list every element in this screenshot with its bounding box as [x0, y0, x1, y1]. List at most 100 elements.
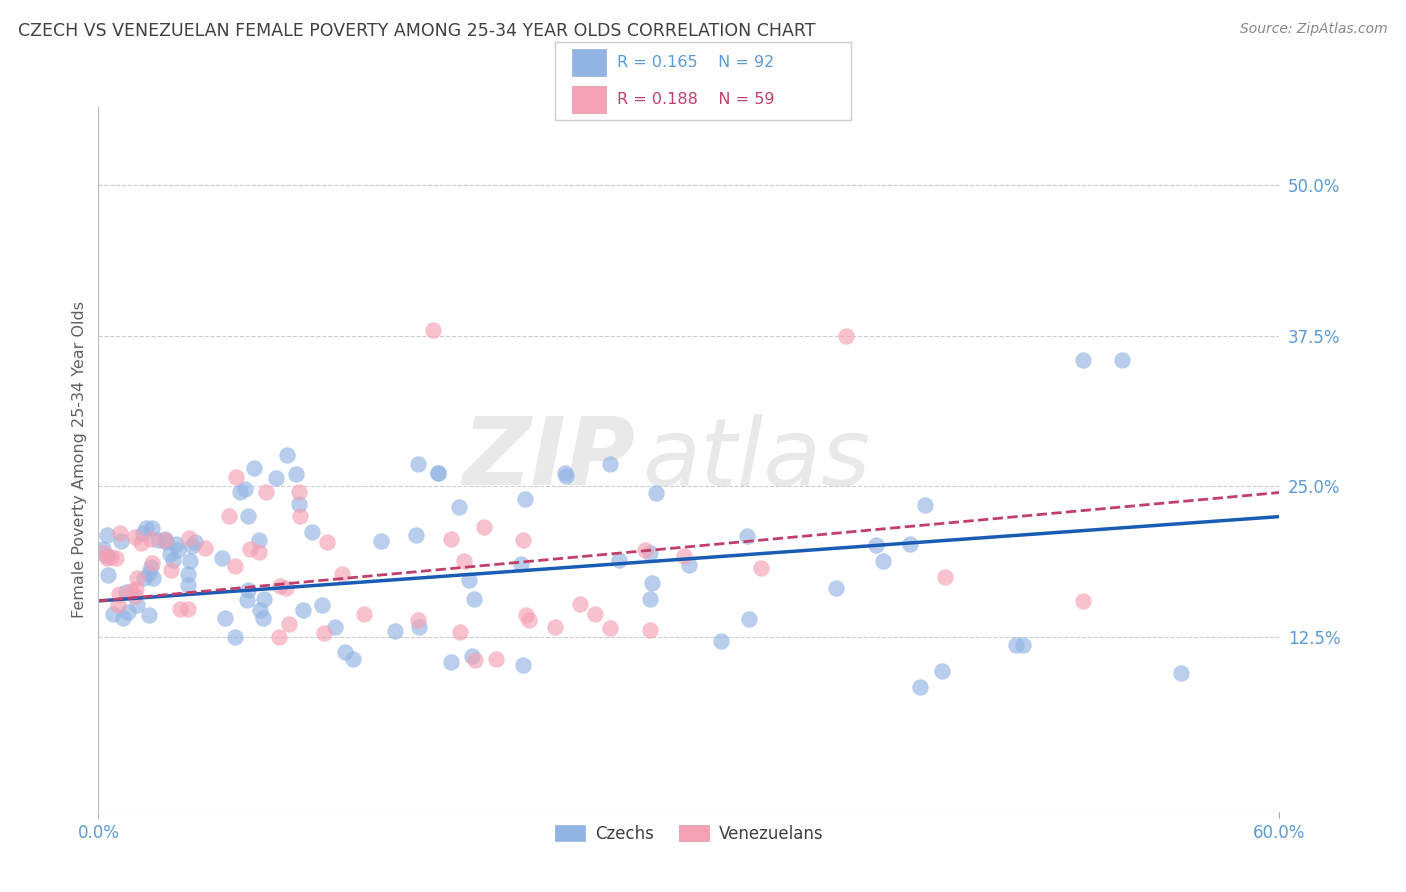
Point	[599, 621, 621, 635]
Point	[1071, 353, 1094, 368]
Point	[554, 466, 576, 480]
Point	[934, 570, 956, 584]
Point	[194, 541, 217, 556]
Point	[242, 460, 264, 475]
Point	[247, 544, 270, 558]
Point	[1111, 353, 1133, 368]
Point	[638, 546, 661, 560]
Point	[1170, 666, 1192, 681]
Point	[513, 492, 536, 507]
Text: Source: ZipAtlas.com: Source: ZipAtlas.com	[1240, 22, 1388, 37]
Point	[224, 630, 246, 644]
Point	[160, 562, 183, 576]
Point	[422, 323, 444, 337]
Point	[278, 616, 301, 631]
Point	[115, 585, 138, 599]
Point	[449, 500, 471, 514]
Point	[110, 533, 132, 548]
Point	[865, 538, 887, 552]
Point	[644, 486, 666, 500]
Point	[384, 624, 406, 639]
Point	[134, 521, 156, 535]
Text: R = 0.188    N = 59: R = 0.188 N = 59	[617, 92, 775, 107]
Point	[103, 607, 125, 621]
Point	[749, 561, 772, 575]
Point	[583, 607, 606, 622]
Point	[555, 468, 578, 483]
Point	[512, 658, 534, 673]
Point	[107, 598, 129, 612]
Text: R = 0.165    N = 92: R = 0.165 N = 92	[617, 54, 775, 70]
Point	[908, 680, 931, 694]
Point	[638, 592, 661, 607]
Point	[872, 554, 894, 568]
Point	[269, 579, 291, 593]
Point	[142, 572, 165, 586]
Point	[247, 533, 270, 548]
Point	[440, 655, 463, 669]
Point	[609, 553, 631, 567]
Text: ZIP: ZIP	[463, 413, 636, 506]
Point	[254, 485, 277, 500]
Point	[835, 329, 858, 343]
Point	[177, 567, 200, 582]
Point	[568, 597, 591, 611]
Point	[124, 530, 146, 544]
Point	[512, 533, 534, 548]
Point	[474, 520, 496, 534]
Point	[96, 551, 118, 566]
Point	[162, 553, 184, 567]
Point	[426, 466, 449, 480]
Point	[370, 533, 392, 548]
Point	[449, 624, 471, 639]
Point	[229, 485, 252, 500]
Point	[638, 623, 661, 637]
Point	[406, 613, 429, 627]
Point	[288, 498, 311, 512]
Point	[129, 536, 152, 550]
Text: atlas: atlas	[641, 414, 870, 505]
Point	[599, 457, 621, 471]
Point	[342, 651, 364, 665]
Point	[125, 582, 148, 596]
Point	[463, 592, 485, 607]
Point	[236, 509, 259, 524]
Point	[235, 483, 257, 497]
Point	[167, 542, 190, 557]
Point	[515, 607, 537, 622]
Point	[127, 598, 149, 612]
Y-axis label: Female Poverty Among 25-34 Year Olds: Female Poverty Among 25-34 Year Olds	[72, 301, 87, 618]
Point	[825, 582, 848, 596]
Point	[464, 652, 486, 666]
Point	[1005, 639, 1028, 653]
Point	[460, 649, 482, 664]
Point	[111, 611, 134, 625]
Point	[236, 593, 259, 607]
Point	[312, 626, 335, 640]
Point	[440, 532, 463, 546]
Point	[678, 558, 700, 572]
Point	[931, 664, 953, 678]
Point	[253, 591, 276, 606]
Point	[311, 598, 333, 612]
Point	[110, 526, 132, 541]
Point	[333, 645, 356, 659]
Point	[288, 485, 311, 500]
Point	[672, 549, 695, 564]
Point	[291, 603, 314, 617]
Point	[108, 587, 131, 601]
Point	[97, 567, 120, 582]
Point	[124, 589, 146, 603]
Point	[155, 535, 177, 549]
Point	[323, 620, 346, 634]
Point	[91, 546, 114, 560]
Point	[517, 613, 540, 627]
Point	[139, 559, 162, 574]
Point	[710, 634, 733, 648]
Point	[183, 534, 205, 549]
Point	[408, 620, 430, 634]
Point	[426, 466, 449, 480]
Point	[249, 603, 271, 617]
Point	[138, 608, 160, 623]
Point	[458, 573, 481, 587]
